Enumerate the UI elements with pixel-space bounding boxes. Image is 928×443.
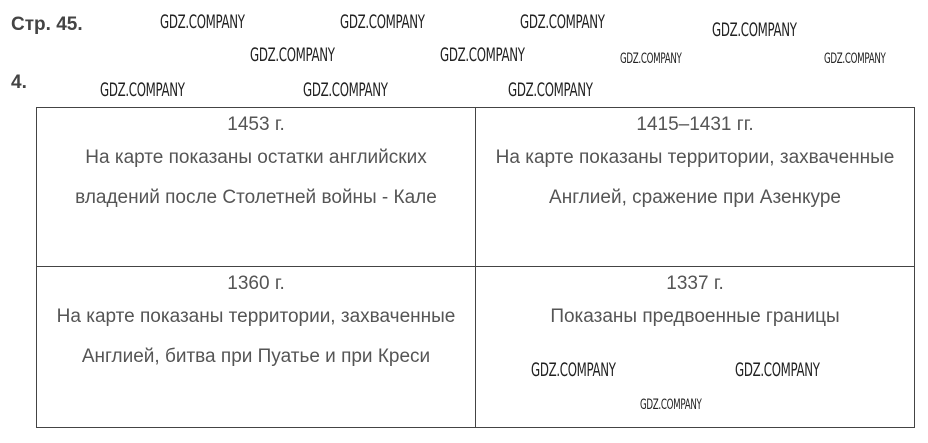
cell-year: 1360 г.	[227, 273, 285, 294]
answer-table: 1453 г. На карте показаны остатки англий…	[36, 107, 915, 428]
watermark: GDZ.COMPANY	[531, 359, 616, 381]
watermark: GDZ.COMPANY	[824, 51, 886, 67]
watermark: GDZ.COMPANY	[508, 79, 593, 101]
watermark: GDZ.COMPANY	[520, 11, 605, 33]
cell-year: 1453 г.	[227, 114, 285, 135]
watermark: GDZ.COMPANY	[620, 51, 682, 67]
watermark: GDZ.COMPANY	[100, 79, 185, 101]
task-number: 4.	[11, 72, 27, 93]
table-cell: 1337 г. Показаны предвоенные границы	[475, 266, 915, 428]
watermark: GDZ.COMPANY	[735, 359, 820, 381]
watermark: GDZ.COMPANY	[250, 44, 335, 66]
watermark: GDZ.COMPANY	[640, 397, 702, 413]
page-label: Стр. 45.	[11, 14, 83, 35]
table-cell: 1415–1431 гг. На карте показаны территор…	[475, 107, 915, 267]
cell-text: На карте показаны остатки английских вла…	[75, 147, 437, 208]
watermark: GDZ.COMPANY	[340, 11, 425, 33]
table-cell: 1453 г. На карте показаны остатки англий…	[36, 107, 476, 267]
watermark: GDZ.COMPANY	[440, 44, 525, 66]
watermark: GDZ.COMPANY	[712, 19, 797, 41]
watermark: GDZ.COMPANY	[303, 79, 388, 101]
cell-year: 1337 г.	[666, 273, 724, 294]
cell-text: На карте показаны территории, захваченны…	[56, 306, 456, 367]
watermark: GDZ.COMPANY	[160, 11, 245, 33]
table-cell: 1360 г. На карте показаны территории, за…	[36, 266, 476, 428]
cell-year: 1415–1431 гг.	[636, 114, 754, 135]
cell-text: На карте показаны территории, захваченны…	[495, 147, 895, 208]
cell-text: Показаны предвоенные границы	[550, 306, 840, 327]
